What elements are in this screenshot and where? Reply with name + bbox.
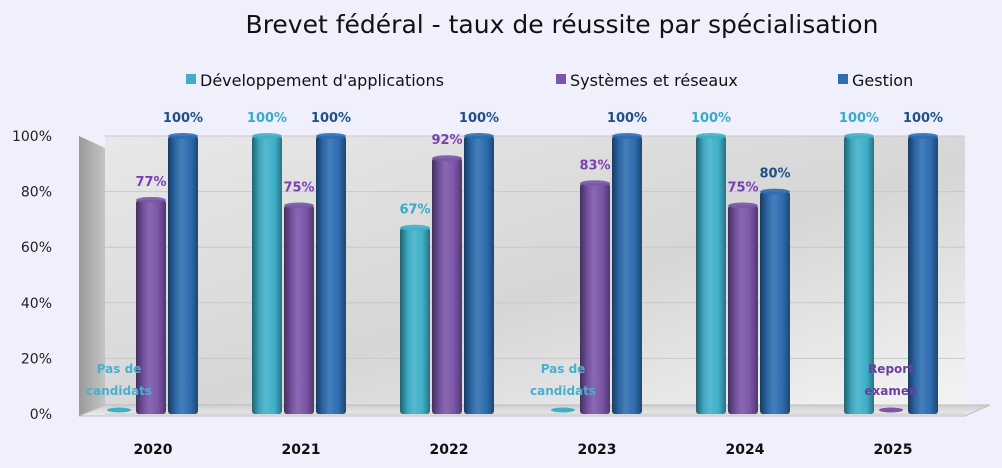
legend-swatch (556, 74, 566, 84)
x-tick-label: 2025 (874, 442, 913, 458)
bar-empty (551, 407, 575, 413)
bars (107, 133, 938, 414)
data-label: 100% (163, 111, 203, 126)
bar (844, 136, 874, 414)
bar-top (464, 133, 494, 139)
bar (284, 205, 314, 414)
bar (400, 227, 430, 414)
bar-top (252, 133, 282, 139)
bar-empty (107, 407, 131, 413)
data-label: 100% (903, 111, 943, 126)
annotation: examen (864, 384, 917, 398)
bar-top (580, 180, 610, 187)
x-tick-label: 2024 (726, 442, 765, 458)
side-wall (79, 136, 105, 416)
bar-top (168, 133, 198, 139)
x-tick-label: 2023 (578, 442, 617, 458)
bar-top (728, 202, 758, 209)
annotation: Report (868, 362, 914, 376)
bar (580, 183, 610, 414)
annotation: Pas de (541, 362, 586, 376)
bar-top (908, 133, 938, 139)
data-label: 92% (431, 133, 462, 148)
legend-label: Systèmes et réseaux (570, 71, 738, 90)
y-tick-label: 100% (12, 129, 52, 145)
back-wall (105, 136, 965, 405)
bar (696, 136, 726, 414)
x-tick-label: 2020 (134, 442, 173, 458)
legend-swatch (186, 74, 196, 84)
bar (760, 191, 790, 414)
legend: Développement d'applications Systèmes et … (186, 71, 913, 90)
data-label: 100% (839, 111, 879, 126)
annotation: Pas de (97, 362, 142, 376)
bar (136, 199, 166, 414)
bar-top (136, 196, 166, 203)
bar (252, 136, 282, 414)
bar-top (760, 188, 790, 195)
x-axis: 2020 2021 2022 2023 2024 2025 (134, 442, 913, 458)
bar-top (432, 155, 462, 162)
bar (432, 158, 462, 414)
annotation: candidats (86, 384, 152, 398)
legend-swatch (838, 74, 848, 84)
bar-top (696, 133, 726, 139)
data-label: 100% (311, 111, 351, 126)
bar (908, 136, 938, 414)
bar (316, 136, 346, 414)
data-label: 100% (607, 111, 647, 126)
bar-top (284, 202, 314, 209)
y-tick-label: 80% (21, 185, 52, 201)
data-label: 83% (579, 158, 610, 173)
bar-top (400, 224, 430, 231)
legend-label: Gestion (852, 71, 913, 90)
y-tick-label: 60% (21, 240, 52, 256)
bar (168, 136, 198, 414)
legend-label: Développement d'applications (200, 71, 444, 90)
data-label: 67% (399, 203, 430, 218)
y-axis: 0% 20% 40% 60% 80% 100% (12, 129, 965, 423)
bar-top (844, 133, 874, 139)
bar (728, 205, 758, 414)
data-label: 100% (459, 111, 499, 126)
data-label: 75% (727, 181, 758, 196)
x-tick-label: 2022 (430, 442, 469, 458)
y-tick-label: 0% (30, 407, 52, 423)
x-tick-label: 2021 (282, 442, 321, 458)
bar (612, 136, 642, 414)
data-label: 80% (759, 167, 790, 182)
y-tick-label: 20% (21, 351, 52, 367)
data-label: 75% (283, 181, 314, 196)
bar-top (612, 133, 642, 139)
y-tick-label: 40% (21, 296, 52, 312)
bar-empty (879, 407, 903, 413)
bar-top (316, 133, 346, 139)
bar (464, 136, 494, 414)
data-label: 77% (135, 175, 166, 190)
data-label: 100% (691, 111, 731, 126)
chart-title: Brevet fédéral - taux de réussite par sp… (246, 10, 879, 39)
annotation: candidats (530, 384, 596, 398)
data-label: 100% (247, 111, 287, 126)
data-labels: 77% 100% 100% 75% 100% 67% 92% 100% 83% 100% 100% 7… (86, 111, 943, 398)
